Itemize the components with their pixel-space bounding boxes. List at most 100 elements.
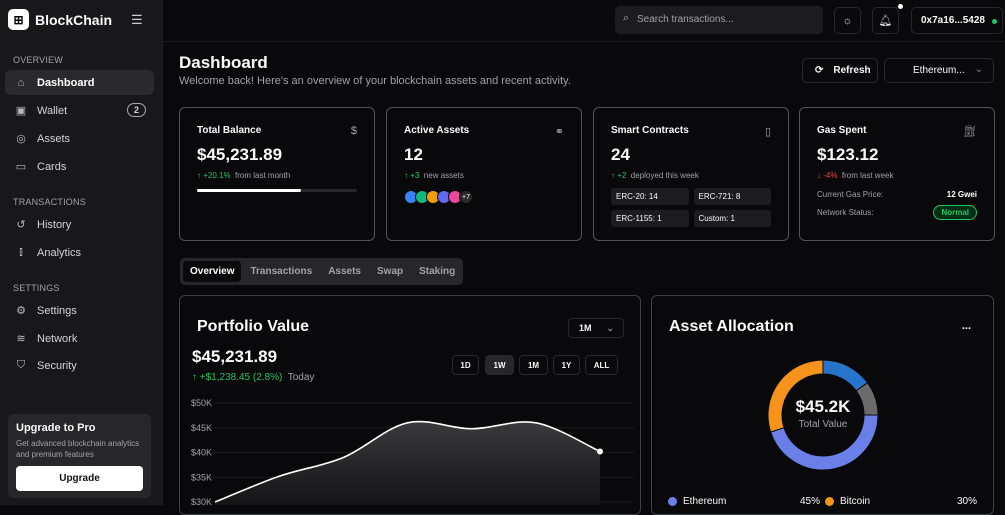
menu-icon[interactable]: ☰: [131, 12, 143, 27]
upgrade-button[interactable]: Upgrade: [16, 466, 143, 491]
shield-icon: ⛉: [16, 359, 26, 371]
tabs: Overview Transactions Assets Swap Stakin…: [180, 258, 463, 285]
gas-price-label: Current Gas Price:: [817, 190, 884, 199]
label: Assets: [37, 132, 71, 145]
legend-label: Bitcoin: [840, 496, 871, 507]
theme-toggle-button[interactable]: ☼: [834, 7, 861, 34]
card-change: ↓ -4%: [817, 171, 838, 180]
sidebar-item-history[interactable]: ↺ History: [5, 212, 154, 237]
wallet-icon: ▣: [15, 105, 27, 117]
more-assets: +7: [459, 190, 473, 204]
label: Settings: [37, 304, 77, 317]
card-value: 12: [404, 145, 423, 164]
contract-type: Custom: 1: [693, 210, 771, 227]
section-transactions: TRANSACTIONS: [13, 197, 86, 207]
sun-icon: ☼: [842, 14, 853, 27]
range-1y[interactable]: 1Y: [553, 355, 580, 375]
last-point: [597, 448, 603, 455]
upgrade-text: Get advanced blockchain analytics and pr…: [16, 439, 140, 459]
sidebar-item-dashboard[interactable]: ⌂ Dashboard: [5, 70, 154, 95]
legend-pct: 30%: [957, 496, 978, 507]
card-title: Total Balance: [197, 125, 262, 136]
connected-dot: [992, 19, 997, 24]
page-subtitle: Welcome back! Here's an overview of your…: [179, 75, 571, 87]
donut-total-label: Total Value: [798, 419, 848, 430]
label: Cards: [37, 160, 67, 173]
sidebar-item-security[interactable]: ⛉ Security: [5, 353, 154, 378]
active-assets-card: Active Assets ⚭ 12 ↑ +3 new assets +7: [386, 107, 582, 241]
donut-total: $45.2K: [795, 397, 851, 416]
card-change: ↑ +3: [404, 171, 420, 180]
card-title: Active Assets: [404, 125, 470, 136]
topbar: ⌕ Search transactions... ☼ 🔔︎ 0x7a16...54…: [163, 0, 1005, 42]
search-icon: ⌕: [623, 12, 630, 24]
portfolio-panel: Portfolio Value 1M ⌄ $45,231.89 ↑ +$1,238…: [179, 295, 641, 515]
sidebar-item-network[interactable]: ≋ Network: [5, 326, 154, 351]
network-select[interactable]: Ethereum... ⌄: [884, 58, 994, 83]
notification-dot: [898, 4, 903, 9]
upgrade-card: Upgrade to Pro Get advanced blockchain a…: [8, 414, 151, 498]
sidebar-item-settings[interactable]: ⚙ Settings: [5, 298, 154, 323]
balance-progress: [197, 189, 357, 192]
change-period: Today: [287, 372, 315, 383]
legend-bitcoin: Bitcoin: [825, 496, 870, 507]
sidebar-item-analytics[interactable]: ⫾ Analytics: [5, 240, 154, 265]
section-overview: OVERVIEW: [13, 55, 63, 65]
notifications-button[interactable]: 🔔︎: [872, 7, 899, 34]
tab-staking[interactable]: Staking: [419, 266, 456, 277]
label: Wallet: [37, 104, 68, 117]
progress-fill: [197, 189, 301, 192]
refresh-button[interactable]: ⟳ Refresh: [802, 58, 878, 83]
allocation-donut: [767, 359, 879, 471]
chevron-down-icon: ⌄: [974, 64, 983, 75]
refresh-icon: ⟳: [815, 65, 824, 76]
tab-transactions[interactable]: Transactions: [250, 266, 313, 277]
range-1d[interactable]: 1D: [452, 355, 479, 375]
brand-name: BlockChain: [35, 12, 113, 28]
card-change-text: from last month: [235, 171, 291, 180]
contract-type: ERC-721: 8: [693, 188, 771, 205]
bell-icon: 🔔︎: [878, 15, 893, 27]
coins-icon: ◎: [16, 133, 26, 145]
more-options-icon[interactable]: ...: [961, 320, 971, 332]
bar-chart-icon: ⫾: [19, 246, 23, 258]
area-fill: [215, 421, 600, 505]
card-change-text: deployed this week: [630, 171, 699, 180]
search-input[interactable]: ⌕ Search transactions...: [615, 6, 823, 34]
credit-card-icon: ▭: [15, 161, 27, 173]
status-badge: Normal: [933, 205, 977, 220]
total-balance-card: Total Balance $ $45,231.89 ↑ +20.1% from…: [179, 107, 375, 241]
legend-dot: [668, 497, 677, 506]
y-tick-label: $30K: [191, 497, 212, 505]
y-tick-label: $50K: [191, 398, 212, 408]
layers-icon: ≋: [16, 333, 26, 345]
panel-title: Portfolio Value: [197, 318, 310, 335]
gear-icon: ⚙: [16, 305, 26, 317]
asset-avatars: +7: [404, 190, 564, 204]
range-select[interactable]: 1M ⌄: [568, 318, 624, 338]
range-1m[interactable]: 1M: [519, 355, 548, 375]
wallet-badge: 2: [126, 103, 146, 117]
tab-overview[interactable]: Overview: [183, 261, 242, 282]
tab-swap[interactable]: Swap: [377, 266, 404, 277]
contract-type: ERC-1155: 1: [611, 210, 689, 227]
legend-pct: 45%: [800, 496, 821, 507]
legend-dot: [825, 497, 834, 506]
card-title: Gas Spent: [817, 125, 867, 136]
wallet-address-button[interactable]: 0x7a16...5428: [911, 7, 1003, 34]
network-status-label: Network Status:: [817, 208, 874, 217]
range-all[interactable]: ALL: [585, 355, 618, 375]
portfolio-value: $45,231.89: [192, 347, 278, 366]
gas-spent-card: Gas Spent ⛽︎ $123.12 ↓ -4% from last wee…: [799, 107, 995, 241]
sidebar-item-cards[interactable]: ▭ Cards: [5, 154, 154, 179]
donut-slice-other: [822, 359, 869, 392]
sidebar-item-assets[interactable]: ◎ Assets: [5, 126, 154, 151]
range-1w[interactable]: 1W: [485, 355, 514, 375]
sidebar-item-wallet[interactable]: ▣ Wallet 2: [5, 98, 154, 123]
portfolio-change: ↑ +$1,238.45 (2.8%): [192, 372, 283, 383]
page-title: Dashboard: [179, 53, 268, 72]
legend-ethereum: Ethereum: [668, 496, 726, 507]
smart-contracts-card: Smart Contracts ▯ 24 ↑ +2 deployed this …: [593, 107, 789, 241]
fuel-icon: ⛽︎: [963, 126, 977, 138]
tab-assets[interactable]: Assets: [328, 266, 361, 277]
